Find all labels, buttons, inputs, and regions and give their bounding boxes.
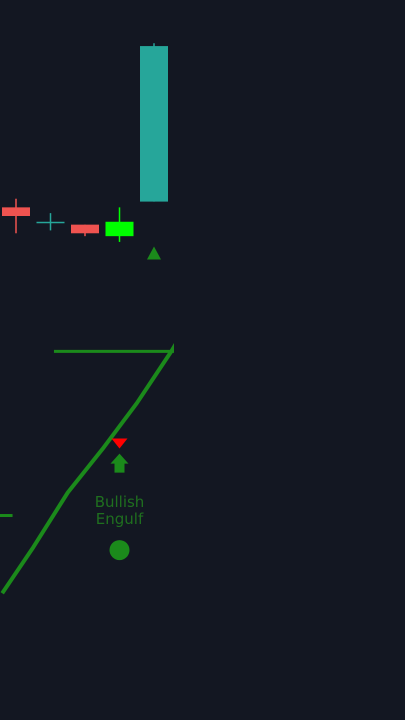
candle-1: [36, 213, 65, 231]
candle-body: [71, 224, 99, 234]
candle-2: [71, 224, 99, 237]
candle-body: [105, 221, 134, 237]
candle-3: [105, 207, 134, 242]
candle-body: [140, 46, 168, 202]
signal-marker-triangle-up-0: [147, 246, 161, 260]
signal-marker-arrow-down-1: [111, 438, 128, 449]
candle-0: [2, 198, 30, 234]
candle-4: [140, 43, 168, 202]
candle-body: [36, 221, 65, 224]
annotation-line: Engulf: [96, 510, 144, 528]
signal-marker-circle-3: [109, 540, 130, 561]
candle-body: [2, 207, 30, 216]
annotation-label-0: Bullish Engulf: [95, 493, 145, 528]
signal-marker-arrow-up-2: [110, 453, 129, 473]
indicator-line: [0, 342, 174, 595]
annotation-line: Bullish: [95, 493, 145, 511]
